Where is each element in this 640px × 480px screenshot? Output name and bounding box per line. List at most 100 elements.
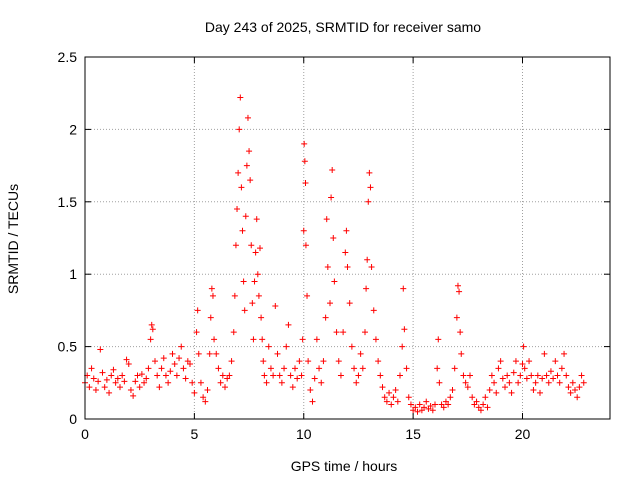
data-points <box>82 94 587 415</box>
data-point <box>519 360 526 367</box>
data-point <box>346 300 353 307</box>
data-point <box>333 329 340 336</box>
data-point <box>574 394 581 401</box>
data-point <box>508 389 515 396</box>
data-point <box>285 321 292 328</box>
data-point <box>392 387 399 394</box>
data-point <box>289 384 296 391</box>
data-point <box>307 387 314 394</box>
data-point <box>112 379 119 386</box>
data-point <box>132 378 139 385</box>
data-point <box>366 169 373 176</box>
data-point <box>302 179 309 186</box>
data-point <box>397 372 403 379</box>
data-point <box>189 379 196 386</box>
data-point <box>238 184 245 191</box>
x-tick-label: 0 <box>81 426 89 442</box>
data-point <box>539 375 546 382</box>
data-point <box>532 379 539 386</box>
data-point <box>147 336 154 343</box>
data-point <box>429 407 436 414</box>
data-point <box>302 242 309 249</box>
data-point <box>215 365 222 372</box>
data-point <box>484 404 491 411</box>
data-point <box>228 358 235 365</box>
data-point <box>278 379 285 386</box>
data-point <box>247 177 254 184</box>
data-point <box>298 372 305 379</box>
data-point <box>552 358 559 365</box>
data-point <box>257 245 263 252</box>
data-point <box>252 249 259 256</box>
data-point <box>231 292 238 299</box>
data-point <box>211 336 218 343</box>
data-point <box>427 402 434 409</box>
data-point <box>110 366 117 373</box>
data-point <box>434 365 441 372</box>
data-point <box>162 372 169 379</box>
data-point <box>261 372 268 379</box>
x-tick-label: 15 <box>405 426 421 442</box>
data-point <box>362 329 368 336</box>
data-point <box>383 398 390 405</box>
data-point <box>152 358 158 365</box>
data-point <box>165 379 172 386</box>
data-point <box>390 394 397 401</box>
data-point <box>342 249 349 256</box>
data-point <box>267 365 274 372</box>
data-point <box>375 358 382 365</box>
data-point <box>108 372 115 379</box>
data-point <box>556 379 563 386</box>
data-point <box>403 365 410 372</box>
data-point <box>462 379 469 386</box>
data-point <box>125 360 132 367</box>
data-point <box>491 379 498 386</box>
data-point <box>299 336 306 343</box>
data-point <box>213 350 220 357</box>
data-point <box>565 384 572 391</box>
data-point <box>134 372 141 379</box>
data-point <box>158 365 165 372</box>
data-point <box>343 227 350 234</box>
data-point <box>351 365 358 372</box>
data-point <box>313 336 320 343</box>
data-point <box>515 379 522 386</box>
data-point <box>130 392 137 399</box>
data-point <box>388 401 395 408</box>
data-point <box>114 375 121 382</box>
data-point <box>454 282 461 289</box>
data-point <box>249 300 256 307</box>
data-point <box>543 372 550 379</box>
data-point <box>578 372 585 379</box>
data-point <box>300 227 307 234</box>
data-point <box>121 378 128 385</box>
data-point <box>436 379 443 386</box>
data-point <box>226 372 233 379</box>
data-point <box>405 394 412 401</box>
data-point <box>232 242 239 249</box>
data-point <box>250 336 257 343</box>
data-point <box>547 368 554 375</box>
data-point <box>561 350 568 357</box>
data-point <box>421 404 428 411</box>
data-point <box>359 365 366 372</box>
data-point <box>322 314 329 321</box>
data-point <box>239 227 246 234</box>
y-tick-label: 0 <box>69 411 77 427</box>
data-point <box>265 343 272 350</box>
data-point <box>160 355 167 362</box>
y-tick-label: 1 <box>69 266 77 282</box>
data-point <box>569 379 576 386</box>
data-point <box>324 263 331 270</box>
data-point <box>99 369 106 376</box>
data-point <box>117 384 123 391</box>
data-point <box>246 148 253 155</box>
data-point <box>340 329 347 336</box>
data-point <box>217 379 224 386</box>
data-point <box>241 307 248 314</box>
data-point <box>344 263 351 270</box>
data-point <box>464 384 471 391</box>
data-point <box>495 365 502 372</box>
data-point <box>399 343 406 350</box>
data-point <box>400 285 407 292</box>
